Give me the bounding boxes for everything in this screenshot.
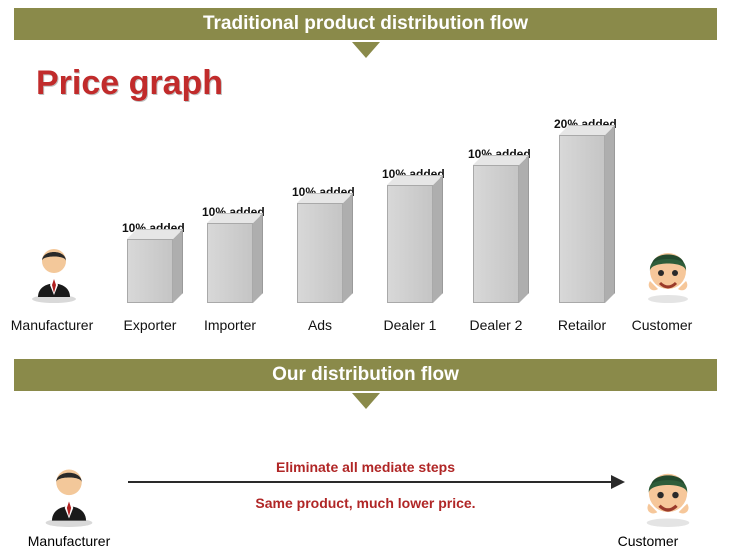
x-label: Ads: [275, 317, 365, 333]
bar-importer: 10% added: [202, 205, 258, 303]
bar-exporter: 10% added: [122, 221, 178, 303]
banner-our-flow: Our distribution flow: [14, 359, 717, 391]
our-flow-row: Manufacturer Eliminate all mediate steps…: [18, 409, 713, 549]
customer-label: Customer: [617, 317, 707, 333]
manufacturer-label: Manufacturer: [7, 317, 97, 333]
caption-eliminate: Eliminate all mediate steps: [18, 459, 713, 475]
arrow-down-icon: [352, 393, 380, 409]
bar-3d: [207, 223, 253, 303]
manufacturer-figure: [24, 241, 84, 303]
flow-arrow: [128, 481, 623, 483]
x-label: Dealer 2: [451, 317, 541, 333]
bar-dealer-1: 10% added: [382, 167, 438, 303]
flow-customer-label: Customer: [588, 533, 708, 549]
bar-ads: 10% added: [292, 185, 348, 303]
arrow-down-icon: [352, 42, 380, 58]
bar-3d: [559, 135, 605, 303]
customer-icon: [642, 241, 694, 303]
caption-lower-price: Same product, much lower price.: [18, 495, 713, 511]
price-bar-chart: Manufacturer Customer 10% added Exporter 1…: [10, 103, 721, 333]
x-label: Importer: [185, 317, 275, 333]
flow-customer-figure: [623, 461, 713, 527]
x-label: Dealer 1: [365, 317, 455, 333]
bar-retailor: 20% added: [554, 117, 610, 303]
bar-dealer-2: 10% added: [468, 147, 524, 303]
x-label: Exporter: [105, 317, 195, 333]
bar-3d: [127, 239, 173, 303]
bar-3d: [387, 185, 433, 303]
title-price-graph: Price graph: [36, 64, 731, 103]
customer-icon: [640, 461, 696, 527]
customer-figure: [638, 241, 698, 303]
bar-3d: [473, 165, 519, 303]
banner-traditional: Traditional product distribution flow: [14, 8, 717, 40]
businessman-icon: [28, 241, 80, 303]
x-label: Retailor: [537, 317, 627, 333]
bar-3d: [297, 203, 343, 303]
flow-manufacturer-label: Manufacturer: [9, 533, 129, 549]
